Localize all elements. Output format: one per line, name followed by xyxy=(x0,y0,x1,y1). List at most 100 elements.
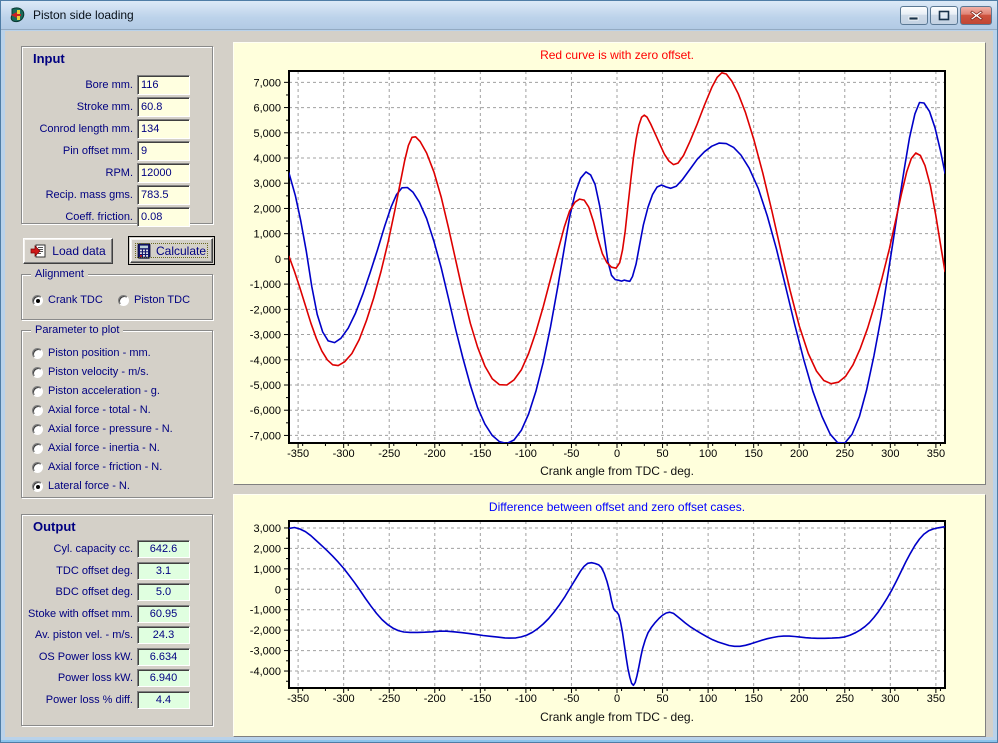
svg-text:-4,000: -4,000 xyxy=(250,355,281,367)
close-button[interactable] xyxy=(960,6,992,25)
radio-option[interactable]: Lateral force - N. xyxy=(32,479,130,493)
radio-option[interactable]: Axial force - total - N. xyxy=(32,403,151,417)
svg-text:350: 350 xyxy=(927,693,945,705)
input-field-row: Bore mm. xyxy=(22,75,212,95)
svg-text:Crank angle from TDC - deg.: Crank angle from TDC - deg. xyxy=(540,464,694,478)
radio-icon[interactable] xyxy=(32,386,43,397)
svg-text:350: 350 xyxy=(927,448,945,460)
radio-option[interactable]: Axial force - pressure - N. xyxy=(32,422,173,436)
output-field xyxy=(137,626,190,644)
svg-text:1,000: 1,000 xyxy=(253,229,281,241)
svg-text:150: 150 xyxy=(744,693,762,705)
svg-text:-300: -300 xyxy=(333,693,355,705)
svg-text:300: 300 xyxy=(881,448,899,460)
input-field[interactable] xyxy=(137,185,190,205)
output-field-row: Power loss % diff. xyxy=(22,691,212,709)
minimize-button[interactable] xyxy=(900,6,928,25)
parameter-group-caption: Parameter to plot xyxy=(31,323,123,337)
radio-option[interactable]: Piston TDC xyxy=(118,293,190,307)
output-field-label: Cyl. capacity cc. xyxy=(54,543,133,555)
output-field xyxy=(137,691,190,709)
radio-label: Piston TDC xyxy=(134,294,190,306)
output-field-row: Av. piston vel. - m/s. xyxy=(22,626,212,644)
svg-text:4,000: 4,000 xyxy=(253,153,281,165)
output-field xyxy=(137,605,190,623)
svg-text:-3,000: -3,000 xyxy=(250,646,281,658)
svg-text:0: 0 xyxy=(275,584,281,596)
svg-text:2,000: 2,000 xyxy=(253,543,281,555)
svg-text:-200: -200 xyxy=(424,693,446,705)
output-field-label: Av. piston vel. - m/s. xyxy=(35,629,133,641)
input-field-row: RPM. xyxy=(22,163,212,183)
svg-text:3,000: 3,000 xyxy=(253,178,281,190)
input-field[interactable] xyxy=(137,97,190,117)
difference-chart: -350-300-250-200-150-100-500501001502002… xyxy=(234,495,985,736)
svg-text:-7,000: -7,000 xyxy=(250,430,281,442)
calculate-button[interactable]: Calculate xyxy=(130,238,213,263)
lateral-force-chart: -350-300-250-200-150-100-500501001502002… xyxy=(234,43,985,484)
calculate-label: Calculate xyxy=(156,244,206,258)
svg-text:2,000: 2,000 xyxy=(253,203,281,215)
svg-text:-250: -250 xyxy=(378,693,400,705)
maximize-button[interactable] xyxy=(930,6,958,25)
minimize-icon xyxy=(908,11,920,21)
radio-option[interactable]: Crank TDC xyxy=(32,293,103,307)
lateral-force-chart-panel: -350-300-250-200-150-100-500501001502002… xyxy=(233,42,986,485)
load-data-icon xyxy=(30,243,47,259)
radio-option[interactable]: Piston acceleration - g. xyxy=(32,384,160,398)
input-field[interactable] xyxy=(137,163,190,183)
output-field-label: BDC offset deg. xyxy=(56,586,133,598)
radio-option[interactable]: Piston velocity - m/s. xyxy=(32,365,149,379)
svg-text:200: 200 xyxy=(790,693,808,705)
input-field[interactable] xyxy=(137,141,190,161)
svg-text:50: 50 xyxy=(656,448,668,460)
app-icon xyxy=(9,6,27,24)
radio-selected-icon[interactable] xyxy=(32,481,43,492)
svg-text:-2,000: -2,000 xyxy=(250,304,281,316)
alignment-group: Alignment Crank TDCPiston TDC xyxy=(21,274,213,320)
radio-icon[interactable] xyxy=(32,462,43,473)
svg-text:250: 250 xyxy=(836,693,854,705)
load-data-button[interactable]: Load data xyxy=(23,238,113,264)
output-field xyxy=(137,648,190,666)
svg-text:Difference between offset and: Difference between offset and zero offse… xyxy=(489,500,745,514)
load-data-label: Load data xyxy=(52,244,105,258)
input-field-label: Bore mm. xyxy=(85,79,133,91)
input-field[interactable] xyxy=(137,207,190,227)
svg-text:0: 0 xyxy=(614,448,620,460)
input-field-label: Conrod length mm. xyxy=(39,123,133,135)
maximize-icon xyxy=(938,10,950,21)
difference-chart-panel: -350-300-250-200-150-100-500501001502002… xyxy=(233,494,986,737)
svg-text:5,000: 5,000 xyxy=(253,128,281,140)
svg-text:300: 300 xyxy=(881,693,899,705)
output-field xyxy=(137,562,190,580)
svg-text:100: 100 xyxy=(699,448,717,460)
output-field-label: Stoke with offset mm. xyxy=(28,608,133,620)
radio-selected-icon[interactable] xyxy=(32,295,43,306)
svg-text:200: 200 xyxy=(790,448,808,460)
svg-text:-350: -350 xyxy=(287,448,309,460)
svg-text:-150: -150 xyxy=(469,693,491,705)
app-window: Piston side loading Input Bore mm.Stroke… xyxy=(0,0,998,743)
input-field-label: Coeff. friction. xyxy=(65,211,133,223)
title-bar[interactable]: Piston side loading xyxy=(1,1,997,30)
radio-option[interactable]: Piston position - mm. xyxy=(32,346,151,360)
input-field[interactable] xyxy=(137,75,190,95)
output-field-row: TDC offset deg. xyxy=(22,562,212,580)
radio-option[interactable]: Axial force - inertia - N. xyxy=(32,441,160,455)
radio-icon[interactable] xyxy=(32,443,43,454)
output-field-row: BDC offset deg. xyxy=(22,583,212,601)
radio-icon[interactable] xyxy=(32,405,43,416)
input-field-row: Recip. mass gms. xyxy=(22,185,212,205)
output-field xyxy=(137,669,190,687)
radio-icon[interactable] xyxy=(32,348,43,359)
radio-icon[interactable] xyxy=(118,295,129,306)
svg-text:-200: -200 xyxy=(424,448,446,460)
svg-text:-250: -250 xyxy=(378,448,400,460)
radio-icon[interactable] xyxy=(32,424,43,435)
input-field[interactable] xyxy=(137,119,190,139)
input-field-label: Stroke mm. xyxy=(77,101,133,113)
output-field-label: TDC offset deg. xyxy=(56,565,133,577)
radio-option[interactable]: Axial force - friction - N. xyxy=(32,460,162,474)
radio-icon[interactable] xyxy=(32,367,43,378)
